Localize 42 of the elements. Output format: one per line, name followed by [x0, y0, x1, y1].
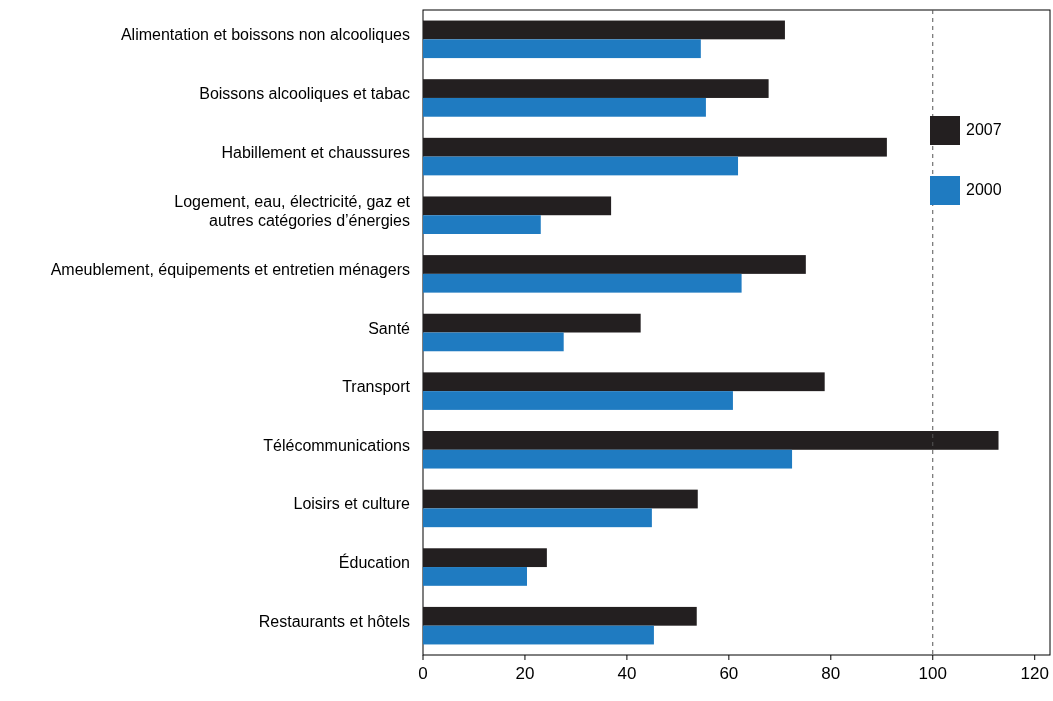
x-tick-label: 20: [515, 664, 535, 683]
x-tick-label: 100: [918, 664, 947, 683]
legend-label: 2000: [966, 181, 1002, 199]
y-tick-label: Alimentation et boissons non alcooliques: [120, 26, 410, 44]
bar: [423, 196, 612, 216]
x-tick-label: 0: [418, 664, 428, 683]
y-tick-label: Boissons alcooliques et tabac: [199, 85, 410, 103]
bar: [423, 391, 733, 410]
bar: [423, 255, 806, 274]
bar: [423, 39, 701, 59]
x-tick-label: 120: [1020, 664, 1049, 683]
bar: [423, 606, 697, 626]
bar: [423, 20, 785, 40]
legend-label: 2007: [966, 121, 1002, 139]
y-tick-label: Santé: [368, 319, 411, 337]
bar: [423, 137, 887, 157]
bar: [423, 431, 999, 450]
bar: [423, 97, 706, 117]
bar: [423, 567, 527, 586]
bar: [423, 156, 739, 176]
y-tick-label: Transport: [342, 378, 411, 396]
y-tick-label: Logement, eau, électricité, gaz et autres catégories d’énergies: [174, 192, 411, 229]
y-tick-label: Habillement et chaussures: [221, 143, 410, 161]
bar: [423, 372, 825, 392]
bar: [423, 508, 652, 528]
y-tick-label: Restaurants et hôtels: [258, 612, 410, 630]
bar: [423, 79, 769, 98]
bar: [423, 273, 742, 293]
bar: [423, 625, 654, 645]
bar: [423, 313, 641, 333]
y-tick-label: Télécommunications: [263, 436, 410, 455]
bar: [423, 215, 541, 234]
x-tick-label: 80: [821, 664, 841, 683]
bar: [423, 489, 698, 509]
x-tick-label: 40: [617, 664, 637, 683]
bar: [423, 332, 564, 352]
x-tick-label: 60: [719, 664, 739, 683]
y-tick-label: Ameublement, équipements et entretien ménagers: [50, 261, 410, 279]
y-tick-label: Loisirs et culture: [293, 495, 411, 513]
bar: [423, 548, 547, 568]
y-tick-label: Éducation: [338, 553, 410, 572]
bar: [423, 449, 793, 469]
